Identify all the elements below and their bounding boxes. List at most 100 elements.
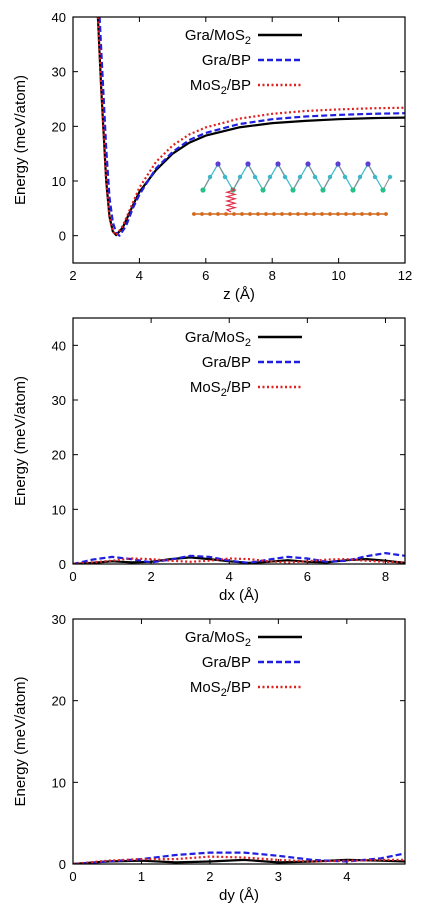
legend-label: MoS2/BP xyxy=(190,379,251,399)
atom-marker xyxy=(360,212,364,216)
y-tick-label: 10 xyxy=(52,775,66,790)
atom-marker xyxy=(240,212,244,216)
chart-panel-1: 2 4 6 8 10 12 0 10 20 30 40 z (Å) Energy (meV/atom) G… xyxy=(12,10,412,303)
legend-label: MoS2/BP xyxy=(190,679,251,699)
atom-marker xyxy=(264,212,268,216)
legend-label: MoS2/BP xyxy=(190,77,251,97)
legend-label: Gra/MoS2 xyxy=(185,27,251,47)
y-tick-label: 20 xyxy=(52,119,66,134)
y-axis-label: Energy (meV/atom) xyxy=(12,676,29,806)
y-tick-label: 20 xyxy=(52,694,66,709)
x-tick-label: 4 xyxy=(226,569,233,584)
y-tick-label: 0 xyxy=(59,229,66,244)
legend: Gra/MoS2 Gra/BP MoS2/BP xyxy=(185,329,302,399)
legend-label: Gra/BP xyxy=(202,354,251,371)
atom-marker xyxy=(297,174,303,180)
atom-marker xyxy=(216,212,220,216)
x-tick-label: 2 xyxy=(206,869,213,884)
x-tick-label: 4 xyxy=(343,869,350,884)
atom-marker xyxy=(260,187,266,193)
legend-label: Gra/MoS2 xyxy=(185,329,251,349)
atom-marker xyxy=(320,187,326,193)
y-tick-label: 20 xyxy=(52,448,66,463)
legend-label: Gra/MoS2 xyxy=(185,629,251,649)
atom-marker xyxy=(327,174,333,180)
atom-marker xyxy=(208,212,212,216)
y-tick-label: 40 xyxy=(52,338,66,353)
plot-frame xyxy=(72,16,406,264)
atom-marker xyxy=(372,174,378,180)
x-tick-label: 6 xyxy=(202,268,209,283)
atom-marker xyxy=(335,161,341,167)
atom-marker xyxy=(207,174,213,180)
x-tick-label: 8 xyxy=(269,268,276,283)
plot-area xyxy=(73,851,405,864)
series-line-1 xyxy=(96,17,405,237)
atom-marker xyxy=(237,174,243,180)
atom-marker xyxy=(248,212,252,216)
x-tick-label: 10 xyxy=(331,268,345,283)
series-line-3 xyxy=(73,855,405,864)
atom-marker xyxy=(200,187,206,193)
y-tick-label: 40 xyxy=(52,10,66,25)
atom-marker xyxy=(192,212,196,216)
atom-marker xyxy=(245,161,251,167)
atom-marker xyxy=(288,212,292,216)
atom-marker xyxy=(352,212,356,216)
layer-bonds xyxy=(202,162,384,192)
y-tick-label: 0 xyxy=(59,857,66,872)
x-axis-label: z (Å) xyxy=(223,286,255,303)
legend: Gra/MoS2 Gra/BP MoS2/BP xyxy=(185,629,302,699)
interlayer-spring xyxy=(224,187,238,213)
atom-marker xyxy=(200,212,204,216)
legend-label: Gra/BP xyxy=(202,52,251,69)
y-axis-label: Energy (meV/atom) xyxy=(12,376,29,506)
atom-marker xyxy=(252,174,258,180)
x-axis-label: dy (Å) xyxy=(219,887,259,904)
atom-marker xyxy=(328,212,332,216)
atom-marker xyxy=(224,212,228,216)
plot-area xyxy=(96,17,405,237)
x-tick-label: 0 xyxy=(69,569,76,584)
series-line-3 xyxy=(73,557,405,564)
atom-marker xyxy=(304,212,308,216)
atom-marker xyxy=(387,174,393,180)
y-axis-label: Energy (meV/atom) xyxy=(12,75,29,205)
y-tick-label: 30 xyxy=(52,393,66,408)
atom-marker xyxy=(320,212,324,216)
y-tick-label: 0 xyxy=(59,557,66,572)
atom-marker xyxy=(357,174,363,180)
plot-frame xyxy=(72,317,406,565)
x-tick-label: 2 xyxy=(148,569,155,584)
legend-label: Gra/BP xyxy=(202,654,251,671)
x-tick-label: 1 xyxy=(138,869,145,884)
atom-marker xyxy=(312,212,316,216)
atom-marker xyxy=(272,212,276,216)
atom-marker xyxy=(365,161,371,167)
x-tick-label: 0 xyxy=(69,869,76,884)
legend: Gra/MoS2 Gra/BP MoS2/BP xyxy=(185,27,302,97)
y-tick-label: 30 xyxy=(52,65,66,80)
x-tick-label: 4 xyxy=(136,268,143,283)
x-tick-label: 6 xyxy=(304,569,311,584)
y-tick-label: 10 xyxy=(52,174,66,189)
x-axis-label: dx (Å) xyxy=(219,587,259,604)
chart-panel-3: 0 1 2 3 4 0 10 20 30 dy (Å) Energy (meV/atom) Gra/M… xyxy=(12,612,406,904)
plot-frame xyxy=(72,618,406,865)
x-tick-label: 12 xyxy=(398,268,412,283)
inset-structure-schematic xyxy=(192,161,393,216)
atom-marker xyxy=(380,187,386,193)
atom-marker xyxy=(384,212,388,216)
atom-marker xyxy=(290,187,296,193)
chart-panel-2: 0 2 4 6 8 0 10 20 30 40 dx (Å) Energy (meV/atom) Gra… xyxy=(12,317,406,604)
atom-marker xyxy=(342,174,348,180)
atom-marker xyxy=(267,174,273,180)
atom-marker xyxy=(312,174,318,180)
x-tick-label: 3 xyxy=(275,869,282,884)
series-line-2 xyxy=(98,17,405,237)
atom-marker xyxy=(275,161,281,167)
atom-marker xyxy=(376,212,380,216)
atom-marker xyxy=(344,212,348,216)
y-tick-label: 30 xyxy=(52,612,66,627)
